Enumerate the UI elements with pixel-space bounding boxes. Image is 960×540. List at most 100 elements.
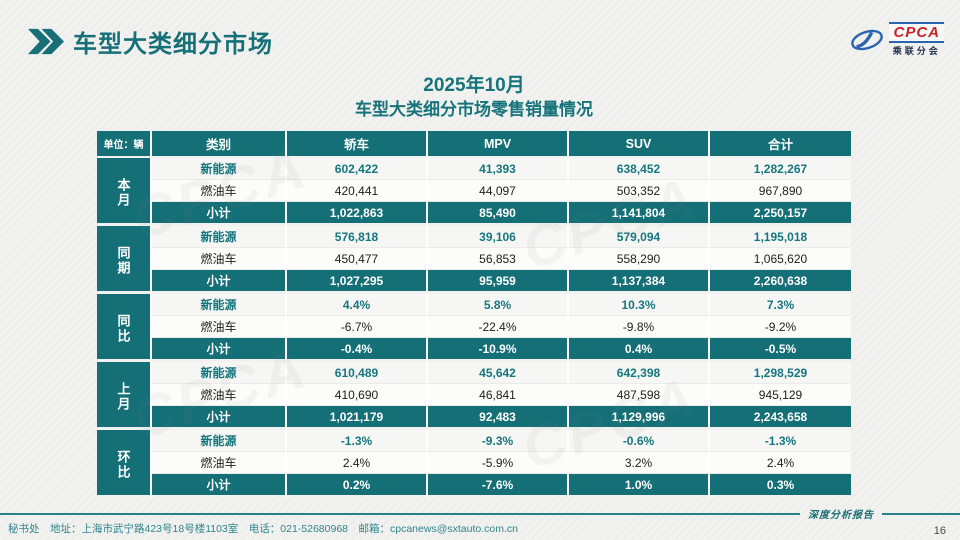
logo-acronym: CPCA bbox=[889, 22, 944, 43]
cell-year-ago-subtotal-mpv: 95,959 bbox=[428, 270, 569, 294]
footer-line-left bbox=[0, 512, 800, 515]
cell-current-month-subtotal-suv: 1,141,804 bbox=[569, 202, 710, 226]
cell-current-month-nev-mpv: 41,393 bbox=[428, 158, 569, 180]
row-label-mom-subtotal: 小计 bbox=[152, 474, 287, 498]
table-title: 2025年10月 车型大类细分市场零售销量情况 bbox=[97, 74, 851, 121]
cell-last-month-nev-suv: 642,398 bbox=[569, 362, 710, 384]
cell-last-month-fuel-sedan: 410,690 bbox=[287, 384, 428, 406]
cell-current-month-nev-suv: 638,452 bbox=[569, 158, 710, 180]
table-row-mom-subtotal: 小计 0.2% -7.6% 1.0% 0.3% bbox=[97, 474, 851, 498]
table-row-year-ago-nev: 同期 新能源 576,818 39,106 579,094 1,195,018 bbox=[97, 226, 851, 294]
row-label-year-ago-subtotal: 小计 bbox=[152, 270, 287, 294]
table-row-mom-nev: 环比 新能源 -1.3% -9.3% -0.6% -1.3% bbox=[97, 430, 851, 498]
page-title: 车型大类细分市场 bbox=[73, 31, 273, 58]
col-header-category: 类别 bbox=[152, 131, 287, 158]
cpca-swoosh-icon bbox=[851, 29, 884, 50]
cell-year-ago-nev-mpv: 39,106 bbox=[428, 226, 569, 248]
col-header-mpv: MPV bbox=[428, 131, 569, 158]
row-group-label-year-ago: 同期 bbox=[97, 226, 152, 294]
footer-contact: 秘书处 地址：上海市武宁路423号18号楼1103室 电话：021-526809… bbox=[8, 523, 518, 535]
row-label-current-month-nev: 新能源 bbox=[152, 158, 287, 180]
table-row-last-month-fuel: 燃油车 410,690 46,841 487,598 945,129 bbox=[97, 384, 851, 406]
slide-header: 车型大类细分市场 bbox=[28, 24, 273, 59]
cell-yoy-subtotal-suv: 0.4% bbox=[569, 338, 710, 362]
cell-yoy-fuel-sedan: -6.7% bbox=[287, 316, 428, 338]
cell-last-month-subtotal-mpv: 92,483 bbox=[428, 406, 569, 430]
row-group-label-last-month: 上月 bbox=[97, 362, 152, 430]
cell-mom-subtotal-mpv: -7.6% bbox=[428, 474, 569, 498]
cell-yoy-fuel-mpv: -22.4% bbox=[428, 316, 569, 338]
cell-current-month-subtotal-mpv: 85,490 bbox=[428, 202, 569, 226]
col-header-suv: SUV bbox=[569, 131, 710, 158]
row-group-label-current-month: 本月 bbox=[97, 158, 152, 226]
cell-mom-fuel-sedan: 2.4% bbox=[287, 452, 428, 474]
row-label-current-month-subtotal: 小计 bbox=[152, 202, 287, 226]
footer-line-right bbox=[882, 512, 960, 515]
cell-mom-subtotal-sedan: 0.2% bbox=[287, 474, 428, 498]
col-header-sedan: 轿车 bbox=[287, 131, 428, 158]
cell-year-ago-subtotal-sedan: 1,027,295 bbox=[287, 270, 428, 294]
retail-sales-table: 单位：辆 类别 轿车 MPV SUV 合计 本月 新能源 602,422 41,393 638,… bbox=[97, 131, 851, 498]
cell-last-month-nev-total: 1,298,529 bbox=[710, 362, 851, 384]
cell-mom-nev-mpv: -9.3% bbox=[428, 430, 569, 452]
cell-year-ago-subtotal-total: 2,260,638 bbox=[710, 270, 851, 294]
cell-last-month-subtotal-sedan: 1,021,179 bbox=[287, 406, 428, 430]
cell-current-month-subtotal-sedan: 1,022,863 bbox=[287, 202, 428, 226]
row-label-year-ago-fuel: 燃油车 bbox=[152, 248, 287, 270]
cell-last-month-fuel-suv: 487,598 bbox=[569, 384, 710, 406]
cell-year-ago-nev-total: 1,195,018 bbox=[710, 226, 851, 248]
unit-label: 单位：辆 bbox=[97, 131, 152, 158]
cell-yoy-nev-mpv: 5.8% bbox=[428, 294, 569, 316]
cell-current-month-fuel-sedan: 420,441 bbox=[287, 180, 428, 202]
row-label-yoy-fuel: 燃油车 bbox=[152, 316, 287, 338]
row-label-current-month-fuel: 燃油车 bbox=[152, 180, 287, 202]
report-type-label: 深度分析报告 bbox=[808, 510, 874, 521]
cell-year-ago-subtotal-suv: 1,137,384 bbox=[569, 270, 710, 294]
footer-rule: 深度分析报告 bbox=[0, 506, 960, 521]
table-row-current-month-nev: 本月 新能源 602,422 41,393 638,452 1,282,267 bbox=[97, 158, 851, 226]
table-row-current-month-subtotal: 小计 1,022,863 85,490 1,141,804 2,250,157 bbox=[97, 202, 851, 226]
cell-last-month-nev-sedan: 610,489 bbox=[287, 362, 428, 384]
logo-chinese-name: 乘联分会 bbox=[892, 46, 941, 56]
cell-current-month-nev-sedan: 602,422 bbox=[287, 158, 428, 180]
cell-current-month-fuel-suv: 503,352 bbox=[569, 180, 710, 202]
row-label-mom-nev: 新能源 bbox=[152, 430, 287, 452]
table-row-current-month-fuel: 燃油车 420,441 44,097 503,352 967,890 bbox=[97, 180, 851, 202]
table-row-yoy-fuel: 燃油车 -6.7% -22.4% -9.8% -9.2% bbox=[97, 316, 851, 338]
cell-last-month-fuel-total: 945,129 bbox=[710, 384, 851, 406]
row-group-label-mom: 环比 bbox=[97, 430, 152, 498]
cell-yoy-fuel-total: -9.2% bbox=[710, 316, 851, 338]
cell-year-ago-fuel-total: 1,065,620 bbox=[710, 248, 851, 270]
cell-year-ago-nev-suv: 579,094 bbox=[569, 226, 710, 248]
cell-year-ago-fuel-mpv: 56,853 bbox=[428, 248, 569, 270]
cell-yoy-subtotal-total: -0.5% bbox=[710, 338, 851, 362]
row-label-yoy-nev: 新能源 bbox=[152, 294, 287, 316]
page-number: 16 bbox=[933, 525, 946, 537]
table-row-last-month-subtotal: 小计 1,021,179 92,483 1,129,996 2,243,658 bbox=[97, 406, 851, 430]
cell-year-ago-fuel-sedan: 450,477 bbox=[287, 248, 428, 270]
table-row-yoy-subtotal: 小计 -0.4% -10.9% 0.4% -0.5% bbox=[97, 338, 851, 362]
cell-yoy-nev-sedan: 4.4% bbox=[287, 294, 428, 316]
double-chevron-icon bbox=[28, 28, 64, 55]
table-row-year-ago-subtotal: 小计 1,027,295 95,959 1,137,384 2,260,638 bbox=[97, 270, 851, 294]
cell-mom-subtotal-total: 0.3% bbox=[710, 474, 851, 498]
cpca-logo: CPCA 乘联分会 bbox=[848, 22, 944, 57]
cell-mom-fuel-mpv: -5.9% bbox=[428, 452, 569, 474]
cell-last-month-subtotal-suv: 1,129,996 bbox=[569, 406, 710, 430]
cell-current-month-nev-total: 1,282,267 bbox=[710, 158, 851, 180]
cell-last-month-subtotal-total: 2,243,658 bbox=[710, 406, 851, 430]
cell-current-month-fuel-total: 967,890 bbox=[710, 180, 851, 202]
cell-year-ago-fuel-suv: 558,290 bbox=[569, 248, 710, 270]
cell-last-month-fuel-mpv: 46,841 bbox=[428, 384, 569, 406]
row-group-label-yoy: 同比 bbox=[97, 294, 152, 362]
cell-yoy-subtotal-mpv: -10.9% bbox=[428, 338, 569, 362]
table-row-yoy-nev: 同比 新能源 4.4% 5.8% 10.3% 7.3% bbox=[97, 294, 851, 362]
row-label-mom-fuel: 燃油车 bbox=[152, 452, 287, 474]
cell-current-month-fuel-mpv: 44,097 bbox=[428, 180, 569, 202]
cell-last-month-nev-mpv: 45,642 bbox=[428, 362, 569, 384]
cell-mom-subtotal-suv: 1.0% bbox=[569, 474, 710, 498]
table-title-desc: 车型大类细分市场零售销量情况 bbox=[355, 100, 593, 119]
table-row-mom-fuel: 燃油车 2.4% -5.9% 3.2% 2.4% bbox=[97, 452, 851, 474]
cell-mom-fuel-total: 2.4% bbox=[710, 452, 851, 474]
